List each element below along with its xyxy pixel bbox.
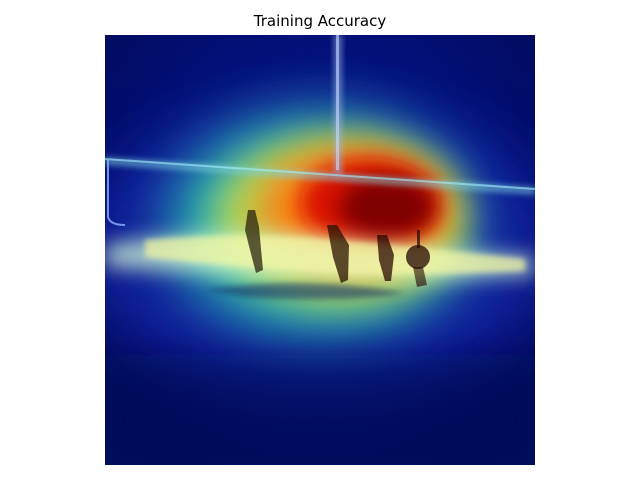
figure-title: Training Accuracy xyxy=(253,12,387,30)
heatmap-overlay-image xyxy=(105,35,535,465)
